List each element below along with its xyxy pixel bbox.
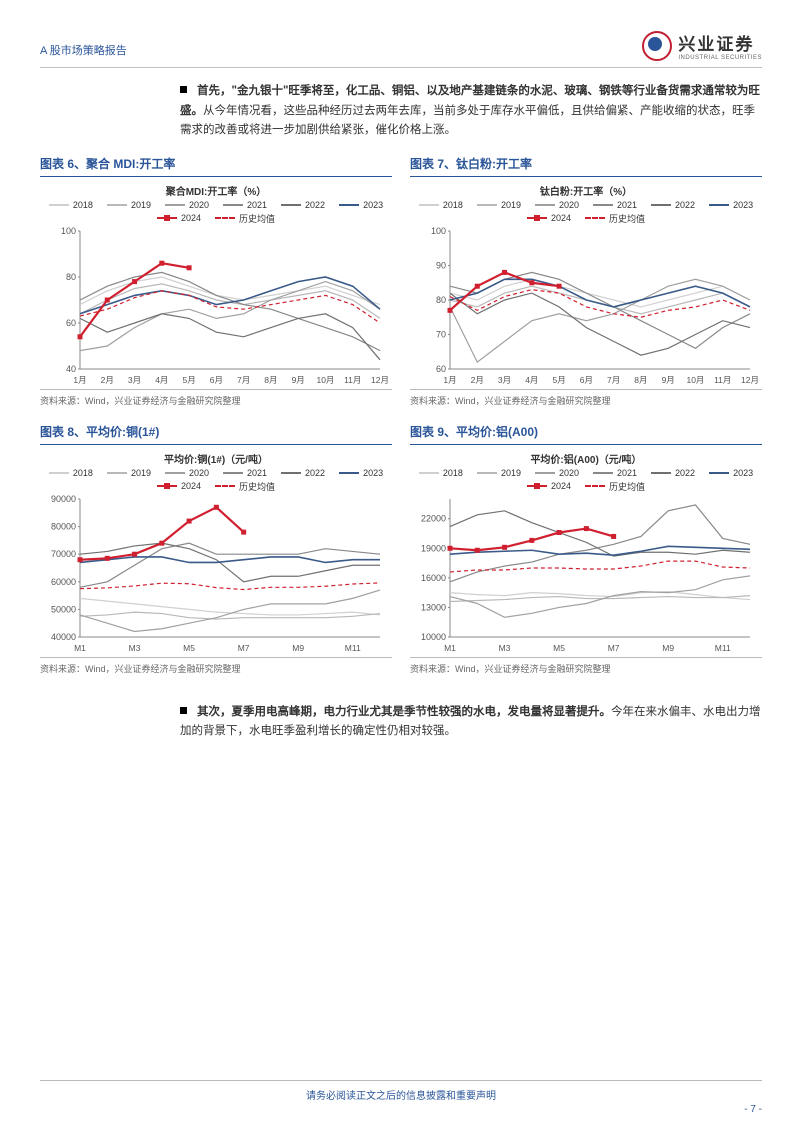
chart7-legend: 2018201920202021202220232024历史均值 xyxy=(410,200,762,225)
svg-text:100: 100 xyxy=(431,227,446,236)
svg-text:100: 100 xyxy=(61,227,76,236)
svg-text:80: 80 xyxy=(436,295,446,305)
svg-text:1月: 1月 xyxy=(443,375,456,385)
svg-text:70000: 70000 xyxy=(51,549,76,559)
paragraph-1: 首先，"金九银十"旺季将至，化工品、铜铝、以及地产基建链条的水泥、玻璃、钢铁等行… xyxy=(40,82,762,141)
chart9: 平均价:铝(A00)（元/吨） 201820192020202120222023… xyxy=(410,444,762,658)
svg-text:4月: 4月 xyxy=(525,375,538,385)
svg-text:6月: 6月 xyxy=(210,375,223,385)
svg-text:M7: M7 xyxy=(608,643,620,653)
svg-text:9月: 9月 xyxy=(292,375,305,385)
svg-text:2月: 2月 xyxy=(471,375,484,385)
svg-text:40: 40 xyxy=(66,364,76,374)
svg-text:60: 60 xyxy=(66,318,76,328)
paragraph-2: 其次，夏季用电高峰期，电力行业尤其是季节性较强的水电，发电量将显著提升。今年在来… xyxy=(40,703,762,742)
svg-text:6月: 6月 xyxy=(580,375,593,385)
svg-text:2月: 2月 xyxy=(101,375,114,385)
svg-text:16000: 16000 xyxy=(421,572,446,582)
brand-cn: 兴业证券 xyxy=(678,30,762,55)
svg-text:60000: 60000 xyxy=(51,576,76,586)
svg-text:5月: 5月 xyxy=(552,375,565,385)
svg-text:22000: 22000 xyxy=(421,513,446,523)
page-footer: 请务必阅读正文之后的信息披露和重要声明 - 7 - xyxy=(40,1080,762,1115)
svg-text:50000: 50000 xyxy=(51,604,76,614)
svg-text:3月: 3月 xyxy=(128,375,141,385)
svg-text:13000: 13000 xyxy=(421,602,446,612)
page-number: - 7 - xyxy=(40,1104,762,1115)
svg-text:60: 60 xyxy=(436,364,446,374)
brand-logo: 兴业证券 INDUSTRIAL SECURITIES xyxy=(642,30,762,61)
chart8-legend: 2018201920202021202220232024历史均值 xyxy=(40,468,392,493)
svg-text:40000: 40000 xyxy=(51,632,76,642)
chart6: 聚合MDI:开工率（%） 201820192020202120222023202… xyxy=(40,176,392,390)
svg-text:90: 90 xyxy=(436,260,446,270)
svg-text:8月: 8月 xyxy=(634,375,647,385)
chart9-source: 资料来源：Wind，兴业证券经济与金融研究院整理 xyxy=(410,658,762,687)
svg-text:80: 80 xyxy=(66,272,76,282)
svg-text:5月: 5月 xyxy=(182,375,195,385)
svg-text:M5: M5 xyxy=(183,643,195,653)
chart9-title: 图表 9、平均价:铝(A00) xyxy=(410,423,762,440)
svg-text:9月: 9月 xyxy=(662,375,675,385)
svg-text:M3: M3 xyxy=(129,643,141,653)
svg-text:M7: M7 xyxy=(238,643,250,653)
bullet-icon xyxy=(180,707,187,714)
svg-text:M5: M5 xyxy=(553,643,565,653)
svg-text:M1: M1 xyxy=(444,643,456,653)
bullet-icon xyxy=(180,86,187,93)
svg-text:12月: 12月 xyxy=(741,375,759,385)
svg-text:8月: 8月 xyxy=(264,375,277,385)
brand-en: INDUSTRIAL SECURITIES xyxy=(678,55,762,61)
svg-text:7月: 7月 xyxy=(607,375,620,385)
chart6-source: 资料来源：Wind，兴业证券经济与金融研究院整理 xyxy=(40,390,392,419)
svg-text:19000: 19000 xyxy=(421,543,446,553)
chart7-source: 资料来源：Wind，兴业证券经济与金融研究院整理 xyxy=(410,390,762,419)
chart7: 钛白粉:开工率（%） 2018201920202021202220232024历… xyxy=(410,176,762,390)
svg-text:10月: 10月 xyxy=(316,375,334,385)
svg-text:12月: 12月 xyxy=(371,375,389,385)
svg-text:11月: 11月 xyxy=(714,375,731,385)
svg-text:M3: M3 xyxy=(499,643,511,653)
svg-text:M11: M11 xyxy=(345,643,361,653)
svg-text:7月: 7月 xyxy=(237,375,250,385)
svg-text:80000: 80000 xyxy=(51,521,76,531)
logo-icon xyxy=(642,31,672,61)
chart8-source: 资料来源：Wind，兴业证券经济与金融研究院整理 xyxy=(40,658,392,687)
chart8: 平均价:铜(1#)（元/吨） 2018201920202021202220232… xyxy=(40,444,392,658)
footer-disclaimer: 请务必阅读正文之后的信息披露和重要声明 xyxy=(40,1081,762,1102)
chart6-legend: 2018201920202021202220232024历史均值 xyxy=(40,200,392,225)
svg-text:M11: M11 xyxy=(715,643,731,653)
svg-text:11月: 11月 xyxy=(344,375,361,385)
svg-text:90000: 90000 xyxy=(51,495,76,504)
svg-text:M9: M9 xyxy=(292,643,304,653)
svg-text:10月: 10月 xyxy=(686,375,704,385)
svg-text:1月: 1月 xyxy=(73,375,86,385)
chart7-title: 图表 7、钛白粉:开工率 xyxy=(410,155,762,172)
svg-text:M9: M9 xyxy=(662,643,674,653)
page-header: A 股市场策略报告 兴业证券 INDUSTRIAL SECURITIES xyxy=(40,30,762,68)
svg-text:70: 70 xyxy=(436,329,446,339)
svg-text:3月: 3月 xyxy=(498,375,511,385)
chart8-title: 图表 8、平均价:铜(1#) xyxy=(40,423,392,440)
chart6-title: 图表 6、聚合 MDI:开工率 xyxy=(40,155,392,172)
svg-text:10000: 10000 xyxy=(421,632,446,642)
chart9-legend: 2018201920202021202220232024历史均值 xyxy=(410,468,762,493)
report-type: A 股市场策略报告 xyxy=(40,30,127,58)
svg-text:M1: M1 xyxy=(74,643,86,653)
svg-text:4月: 4月 xyxy=(155,375,168,385)
